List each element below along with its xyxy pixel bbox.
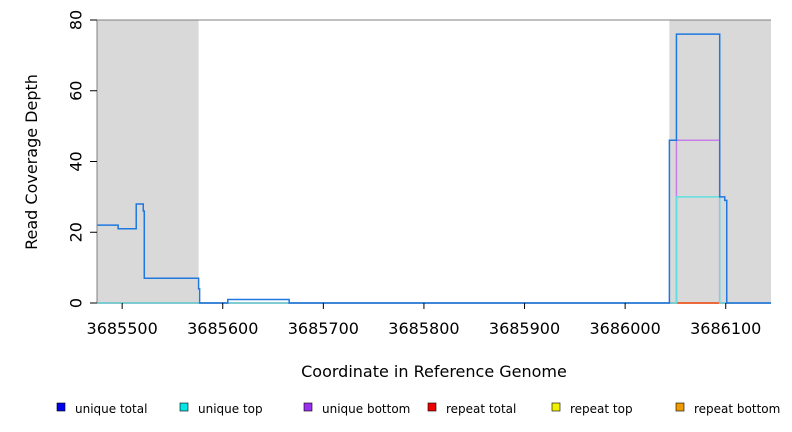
legend-label: repeat top — [570, 402, 633, 416]
legend-swatch — [56, 402, 66, 412]
series-lines — [97, 33, 771, 304]
legend-item-repeat-bottom: repeat bottom — [675, 402, 780, 416]
y-tick-label: 60 — [67, 81, 86, 101]
legend-swatch — [179, 402, 189, 412]
legend-label: repeat total — [446, 402, 516, 416]
y-tick-label: 0 — [67, 298, 86, 308]
legend-item-unique-top: unique top — [179, 402, 263, 416]
legend-label: unique total — [75, 402, 147, 416]
legend-item-unique-total: unique total — [56, 402, 147, 416]
y-tick-label: 20 — [67, 222, 86, 242]
legend-swatch — [675, 402, 685, 412]
y-axis-title: Read Coverage Depth — [22, 74, 41, 250]
legend-item-unique-bottom: unique bottom — [303, 402, 410, 416]
legend-swatch — [551, 402, 561, 412]
legend-swatch — [303, 402, 313, 412]
y-axis: 0 20 40 60 80 — [67, 10, 97, 308]
x-axis: 3685500 3685600 3685700 3685800 3685900 36860… — [87, 303, 761, 338]
legend-label: repeat bottom — [694, 402, 780, 416]
legend-swatch — [427, 402, 437, 412]
x-tick-label: 3685700 — [288, 319, 359, 338]
x-tick-label: 3685900 — [489, 319, 560, 338]
legend: unique total unique top unique bottom repea… — [56, 402, 780, 416]
x-tick-label: 3686100 — [690, 319, 761, 338]
shaded-regions — [97, 20, 771, 303]
x-tick-label: 3686000 — [590, 319, 661, 338]
legend-item-repeat-total: repeat total — [427, 402, 516, 416]
x-tick-label: 3685500 — [87, 319, 158, 338]
y-tick-label: 80 — [67, 10, 86, 30]
shaded-region-1 — [97, 20, 199, 303]
legend-label: unique top — [198, 402, 263, 416]
x-tick-label: 3685800 — [388, 319, 459, 338]
series-line-unique-total — [97, 33, 771, 304]
y-tick-label: 40 — [67, 151, 86, 171]
x-axis-title: Coordinate in Reference Genome — [301, 362, 567, 381]
legend-item-repeat-top: repeat top — [551, 402, 633, 416]
x-tick-label: 3685600 — [187, 319, 258, 338]
legend-label: unique bottom — [322, 402, 410, 416]
